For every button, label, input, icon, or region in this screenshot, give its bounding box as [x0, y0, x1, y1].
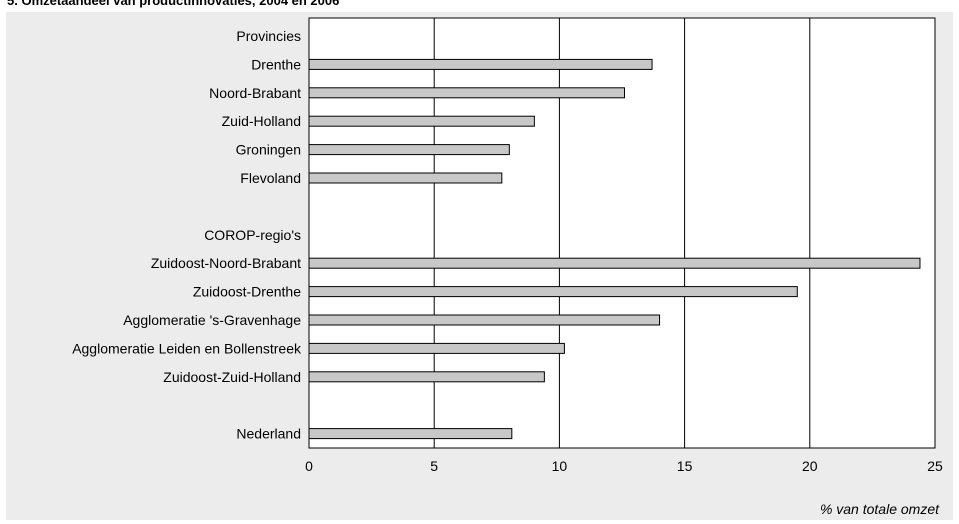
bar [308, 115, 535, 127]
x-tick-label: 20 [802, 458, 818, 474]
bars [308, 58, 921, 440]
bar [308, 314, 661, 326]
category-label: Flevoland [240, 170, 301, 186]
group-header-label: Provincies [236, 28, 301, 44]
category-label: Drenthe [251, 56, 301, 72]
x-tick-label: 25 [927, 458, 943, 474]
bar [308, 371, 545, 383]
bar [308, 172, 503, 184]
group-header-label: COROP-regio's [204, 227, 301, 243]
x-tick-label: 10 [552, 458, 568, 474]
plot-area [308, 17, 936, 449]
bar [308, 342, 565, 354]
bar [308, 58, 653, 70]
category-label: Groningen [236, 142, 301, 158]
x-tick-label: 0 [305, 458, 313, 474]
x-axis-label: % van totale omzet [820, 501, 940, 517]
chart-title: 5. Omzetaandeel van productinnovaties, 2… [7, 0, 340, 8]
category-label: Zuidoost-Noord-Brabant [151, 255, 301, 271]
bar [308, 428, 513, 440]
category-label: Zuidoost-Zuid-Holland [163, 369, 301, 385]
category-label: Nederland [236, 426, 301, 442]
category-label: Zuid-Holland [222, 113, 301, 129]
x-tick-label: 15 [677, 458, 693, 474]
x-tick-label: 5 [430, 458, 438, 474]
bar [308, 257, 921, 269]
bar [308, 144, 510, 156]
category-label: Agglomeratie Leiden en Bollenstreek [72, 340, 302, 356]
category-label: Noord-Brabant [209, 85, 301, 101]
bar [308, 87, 626, 99]
category-label: Agglomeratie 's-Gravenhage [123, 312, 301, 328]
category-labels: Provincies Drenthe Noord-Brabant Zuid-Holla… [72, 28, 302, 442]
category-label: Zuidoost-Drenthe [193, 284, 301, 300]
bar [308, 286, 798, 298]
x-tick-labels: 0 5 10 15 20 25 [305, 458, 943, 474]
